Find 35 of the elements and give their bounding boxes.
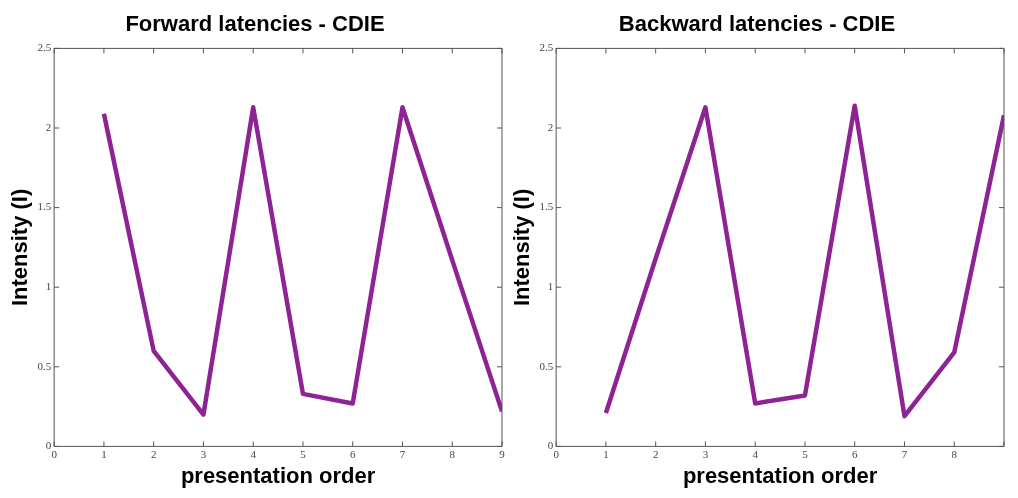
y-tick-label: 1.5 (37, 200, 52, 213)
y-tick-label: 2 (547, 120, 554, 133)
x-tick-label: 4 (752, 447, 759, 460)
chart-title: Forward latencies - CDIE (125, 11, 385, 37)
y-tick-label: 2 (45, 120, 52, 133)
x-axis-title: presentation order (682, 462, 878, 488)
x-tick-label: 5 (802, 447, 809, 460)
y-tick-label: 2.5 (37, 41, 52, 54)
x-tick-label: 7 (399, 447, 406, 460)
y-tick-label: 1 (45, 280, 52, 293)
x-tick-label: 6 (851, 447, 858, 460)
x-tick-label: 1 (101, 447, 107, 460)
y-tick-label: 0 (547, 439, 554, 452)
chart-title: Backward latencies - CDIE (618, 11, 896, 37)
x-tick-label: 8 (951, 447, 958, 460)
x-tick-label: 9 (499, 447, 506, 460)
x-tick-label: 6 (349, 447, 356, 460)
y-tick-label: 1 (547, 280, 554, 293)
y-tick-label: 1.5 (539, 200, 554, 213)
x-tick-label: 2 (652, 447, 659, 460)
y-tick-label: 0.5 (539, 359, 554, 372)
x-tick-label: 3 (702, 447, 709, 460)
x-tick-label: 2 (150, 447, 157, 460)
x-tick-label: 8 (449, 447, 456, 460)
x-tick-label: 4 (250, 447, 257, 460)
y-axis-title: Intensity (I) (509, 188, 535, 307)
x-tick-label: 7 (901, 447, 908, 460)
y-axis-title: Intensity (I) (7, 188, 33, 307)
x-axis-title: presentation order (180, 462, 376, 488)
y-tick-label: 0.5 (37, 359, 52, 372)
x-tick-label: 3 (200, 447, 207, 460)
x-tick-label: 1 (603, 447, 609, 460)
x-tick-label: 5 (300, 447, 307, 460)
y-tick-label: 0 (45, 439, 52, 452)
y-tick-label: 2.5 (539, 41, 554, 54)
